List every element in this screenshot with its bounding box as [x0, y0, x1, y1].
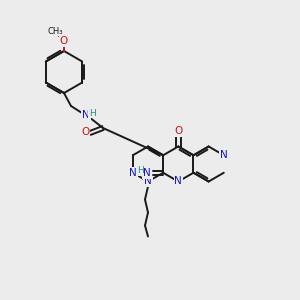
Text: N: N	[129, 168, 137, 178]
Text: N: N	[174, 176, 182, 187]
Text: N: N	[143, 168, 151, 178]
Text: N: N	[220, 150, 228, 160]
Text: O: O	[81, 127, 89, 137]
Text: N: N	[82, 110, 90, 120]
Text: H: H	[89, 109, 96, 118]
Text: O: O	[174, 127, 182, 136]
Text: N: N	[144, 176, 152, 187]
Text: H: H	[137, 166, 143, 175]
Text: CH₃: CH₃	[47, 26, 63, 35]
Text: O: O	[60, 36, 68, 46]
